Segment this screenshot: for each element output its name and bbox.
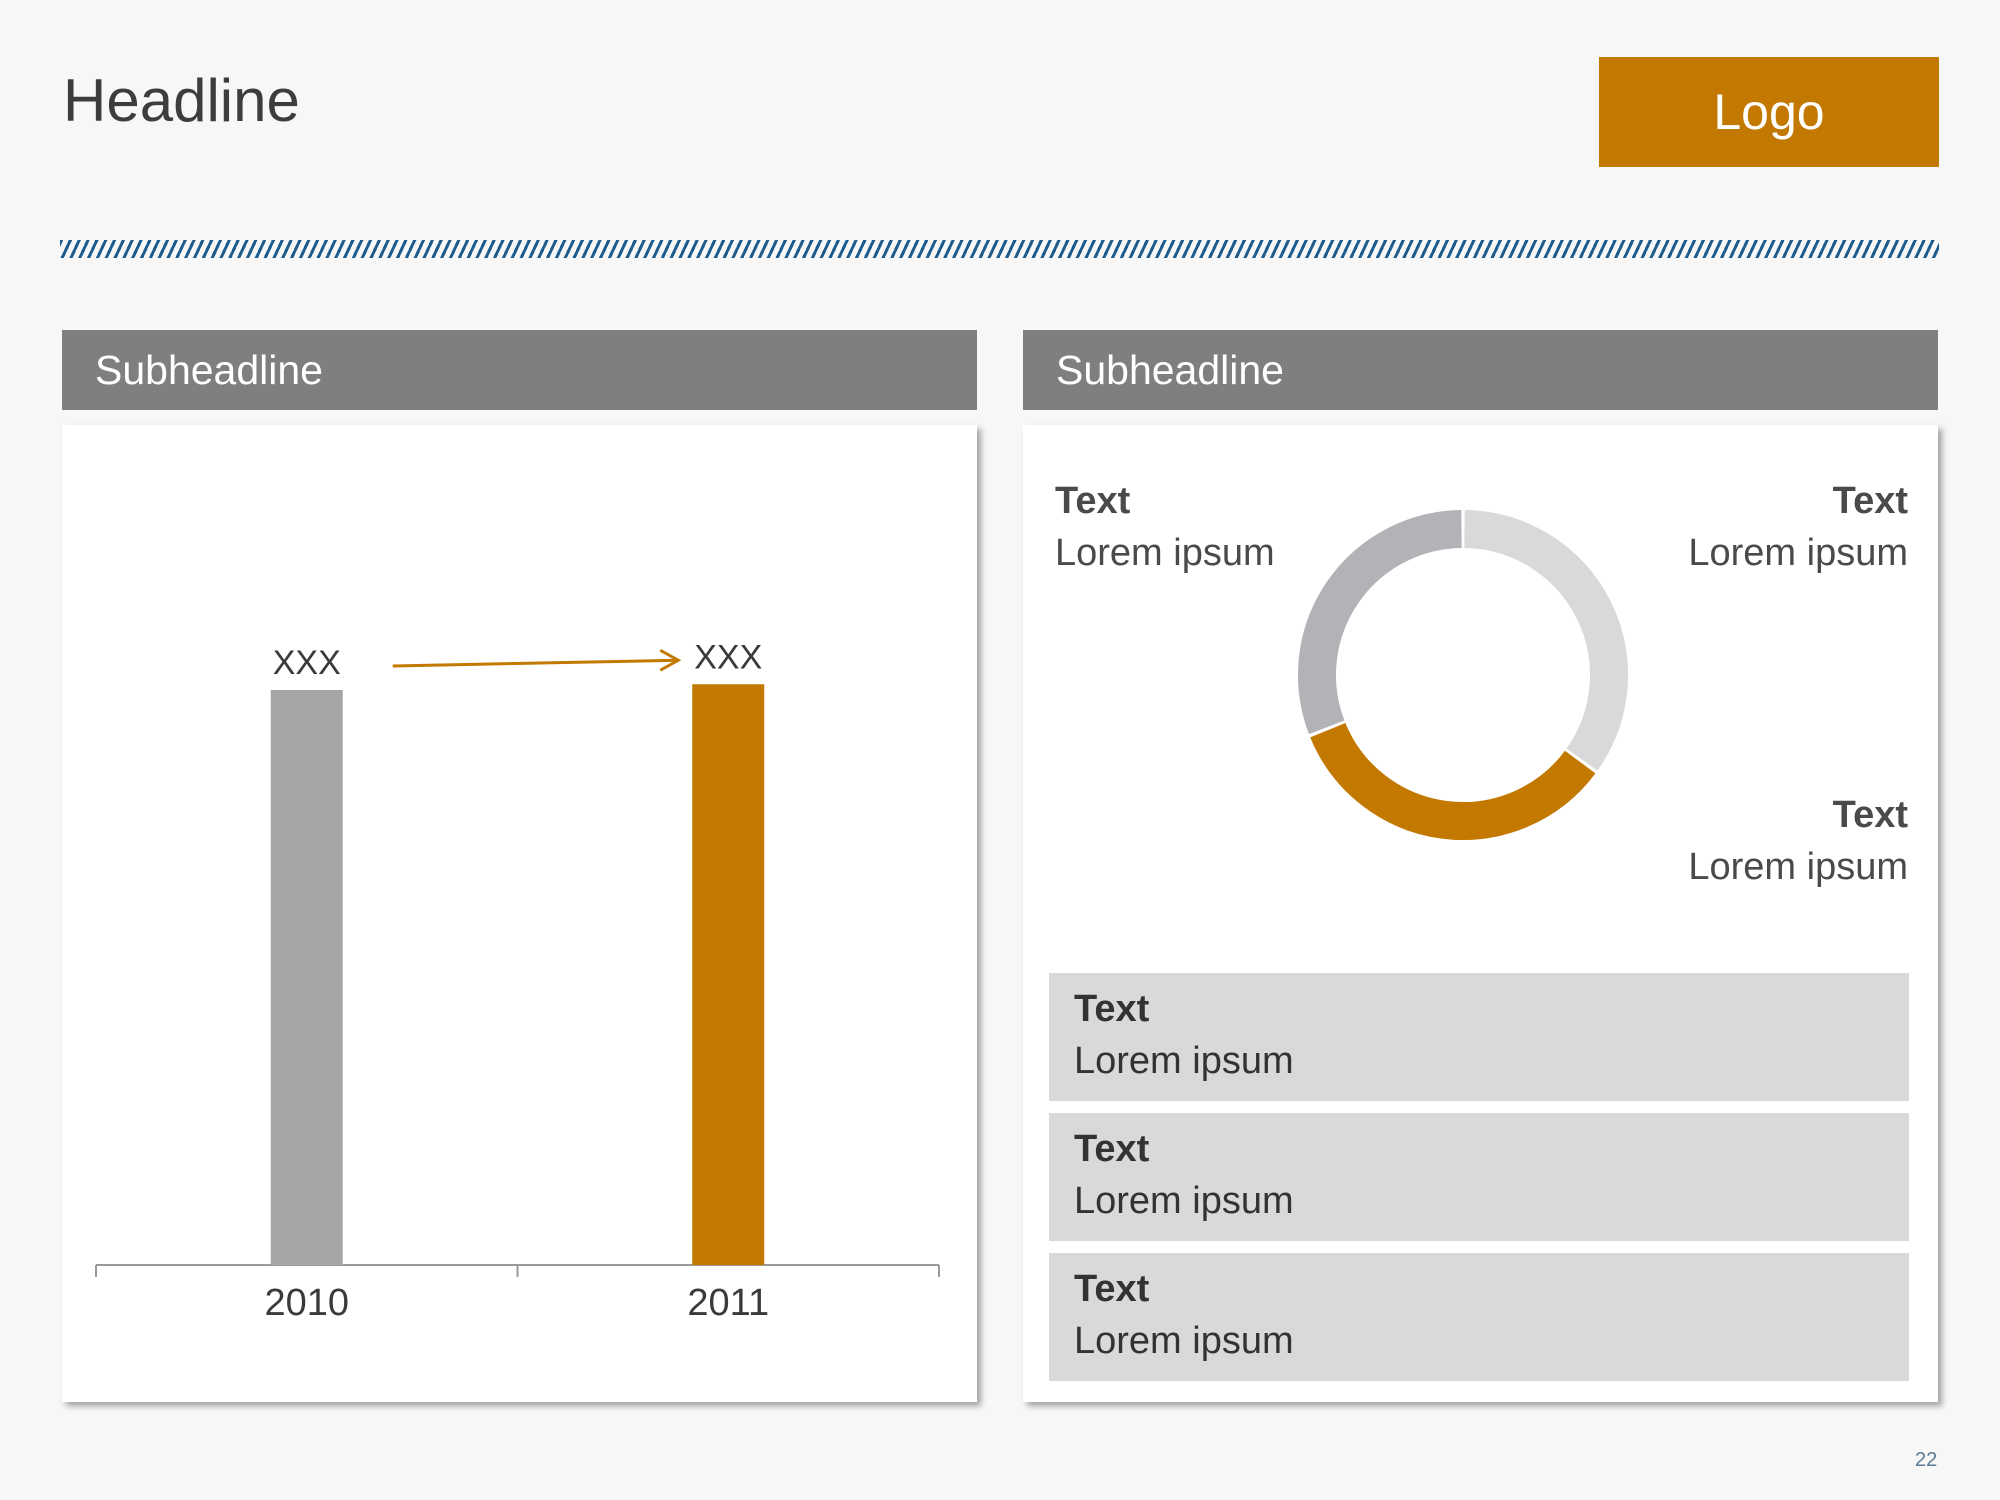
- donut-slice-1: [1463, 510, 1628, 771]
- page-title: Headline: [63, 67, 300, 134]
- bar-chart: XXX 2010 XXX 2011: [95, 638, 940, 1324]
- donut-card: Text Lorem ipsum Text Lorem ipsum Text L…: [1023, 425, 1938, 1402]
- logo: Logo: [1599, 57, 1939, 167]
- info-box-title: Text: [1074, 1268, 1150, 1310]
- info-box: Text Lorem ipsum: [1049, 1113, 1909, 1241]
- donut-label-top-right: Text Lorem ipsum: [1688, 475, 1908, 579]
- donut-label-title: Text: [1055, 480, 1131, 522]
- data-label: XXX: [273, 644, 341, 682]
- donut-slice-2: [1310, 722, 1596, 840]
- donut-label-left: Text Lorem ipsum: [1055, 475, 1275, 579]
- info-box-text: Lorem ipsum: [1074, 1180, 1294, 1222]
- panel-subheadline: Subheadline: [1023, 330, 1938, 410]
- donut-label-text: Lorem ipsum: [1688, 846, 1908, 888]
- panel-subheadline: Subheadline: [62, 330, 977, 410]
- bar-2010: [270, 690, 343, 1265]
- info-box: Text Lorem ipsum: [1049, 973, 1909, 1101]
- donut-label-text: Lorem ipsum: [1688, 532, 1908, 574]
- donut-label-title: Text: [1832, 480, 1908, 522]
- info-box-title: Text: [1074, 1128, 1150, 1170]
- page-number: 22: [1915, 1449, 1938, 1471]
- donut-label-text: Lorem ipsum: [1055, 532, 1275, 574]
- arrowhead: [659, 648, 682, 672]
- info-box-text: Lorem ipsum: [1074, 1040, 1294, 1082]
- info-box: Text Lorem ipsum: [1049, 1253, 1909, 1381]
- info-box-title: Text: [1074, 988, 1150, 1030]
- donut-slice-3: [1298, 510, 1463, 735]
- donut-panel: Subheadline Text Lorem ipsum Text Lorem …: [1023, 330, 1938, 1402]
- bar-2011: [692, 684, 765, 1265]
- donut-chart: [1298, 510, 1628, 840]
- donut-label-title: Text: [1832, 794, 1908, 836]
- info-box-text: Lorem ipsum: [1074, 1320, 1294, 1362]
- data-label: XXX: [694, 638, 762, 676]
- x-tick-label: 2010: [264, 1282, 349, 1324]
- x-tick-label: 2011: [687, 1282, 769, 1324]
- bar-chart-panel: Subheadline XXX 2010 XXX 2011: [62, 330, 977, 1402]
- trend-arrow: [392, 658, 679, 668]
- donut-label-bottom-right: Text Lorem ipsum: [1688, 789, 1908, 893]
- hatched-divider: [60, 240, 1939, 258]
- bar-chart-card: XXX 2010 XXX 2011: [62, 425, 977, 1402]
